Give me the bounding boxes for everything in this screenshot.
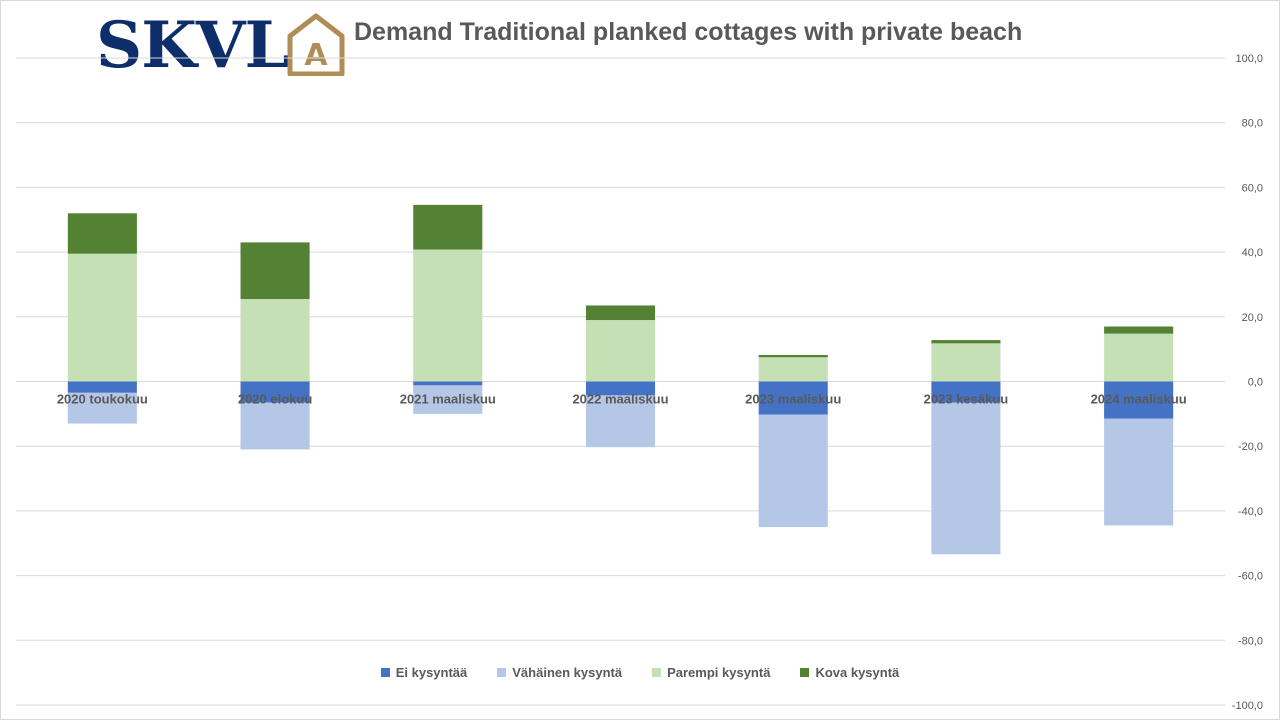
category-label: 2024 maaliskuu bbox=[1091, 392, 1187, 407]
chart-title: Demand Traditional planked cottages with… bbox=[354, 18, 1023, 46]
bar-segment bbox=[240, 242, 310, 300]
category-label: 2020 elokuu bbox=[238, 392, 312, 407]
legend-swatch bbox=[380, 667, 390, 677]
bar-segment bbox=[585, 320, 656, 382]
bar-segment bbox=[413, 204, 483, 250]
legend-swatch bbox=[652, 667, 662, 677]
bar-segment bbox=[67, 392, 137, 424]
bar-segment bbox=[585, 305, 656, 321]
house-logo-icon: A bbox=[287, 13, 345, 76]
bar-segment bbox=[931, 402, 1001, 555]
legend-item: Ei kysyntää bbox=[380, 662, 468, 682]
legend-label: Parempi kysyntä bbox=[667, 664, 771, 680]
category-label: 2023 kesäkuu bbox=[924, 392, 1009, 407]
bar-segment bbox=[240, 299, 310, 382]
y-tick-label: 100,0 bbox=[1235, 53, 1263, 65]
category-label: 2021 maaliskuu bbox=[400, 392, 496, 407]
bar-segment bbox=[240, 381, 310, 403]
bar-segment bbox=[67, 381, 137, 393]
bar-segment bbox=[1104, 381, 1174, 419]
legend-label: Kova kysyntä bbox=[815, 664, 900, 680]
y-tick-label: 40,0 bbox=[1242, 247, 1263, 259]
legend-item: Kova kysyntä bbox=[800, 662, 899, 682]
gridlines bbox=[16, 57, 1225, 706]
bar-segment bbox=[758, 381, 828, 415]
legend-label: Ei kysyntää bbox=[395, 664, 468, 680]
legend-item: Parempi kysyntä bbox=[652, 662, 770, 682]
bar-segment bbox=[413, 249, 483, 382]
bar-segment bbox=[413, 385, 483, 414]
category-labels: 2020 toukokuu 2020 elokuu 2021 maaliskuu 20… bbox=[57, 392, 1187, 407]
y-tick-label: 80,0 bbox=[1242, 118, 1263, 130]
bar-segment bbox=[585, 381, 656, 396]
y-tick-label: -20,0 bbox=[1238, 441, 1263, 453]
legend-swatch bbox=[497, 667, 507, 677]
y-tick-label: 0,0 bbox=[1248, 377, 1263, 389]
y-axis-ticks: 100,0 80,0 60,0 40,0 20,0 0,0 -20,0 -40,0 -60,0 -… bbox=[1232, 53, 1263, 712]
legend-label: Vähäinen kysyntä bbox=[512, 664, 623, 680]
bar-segment bbox=[931, 340, 1001, 344]
y-tick-label: -40,0 bbox=[1238, 506, 1263, 518]
bar-segment bbox=[758, 414, 828, 528]
bar-segment bbox=[931, 343, 1001, 382]
bar-segment bbox=[585, 395, 656, 448]
skvl-logo: SKVL A bbox=[92, 8, 352, 80]
bar-segment bbox=[67, 213, 137, 254]
bar-segment bbox=[1104, 418, 1174, 526]
y-tick-label: -100,0 bbox=[1232, 700, 1263, 712]
legend-swatch bbox=[800, 667, 810, 677]
logo-mark-letter: A bbox=[304, 38, 328, 73]
bar-segment bbox=[758, 357, 828, 382]
bars bbox=[67, 204, 1174, 555]
category-label: 2023 maaliskuu bbox=[745, 392, 841, 407]
logo-wordmark: SKVL bbox=[96, 8, 289, 83]
bar-segment bbox=[758, 354, 828, 358]
bar-segment bbox=[413, 381, 483, 386]
category-label: 2022 maaliskuu bbox=[572, 392, 668, 407]
legend: Ei kysyntää Vähäinen kysyntä Parempi kysyn… bbox=[0, 662, 1280, 682]
bar-segment bbox=[1104, 326, 1174, 334]
legend-item: Vähäinen kysyntä bbox=[497, 662, 622, 682]
category-label: 2020 toukokuu bbox=[57, 392, 148, 407]
y-tick-label: -80,0 bbox=[1238, 635, 1263, 647]
bar-segment bbox=[240, 402, 310, 450]
y-tick-label: 20,0 bbox=[1242, 312, 1263, 324]
bar-segment bbox=[931, 381, 1001, 403]
bar-segment bbox=[1104, 333, 1174, 382]
bar-segment bbox=[67, 253, 137, 382]
y-tick-label: 60,0 bbox=[1242, 182, 1263, 194]
y-tick-label: -60,0 bbox=[1238, 571, 1263, 583]
